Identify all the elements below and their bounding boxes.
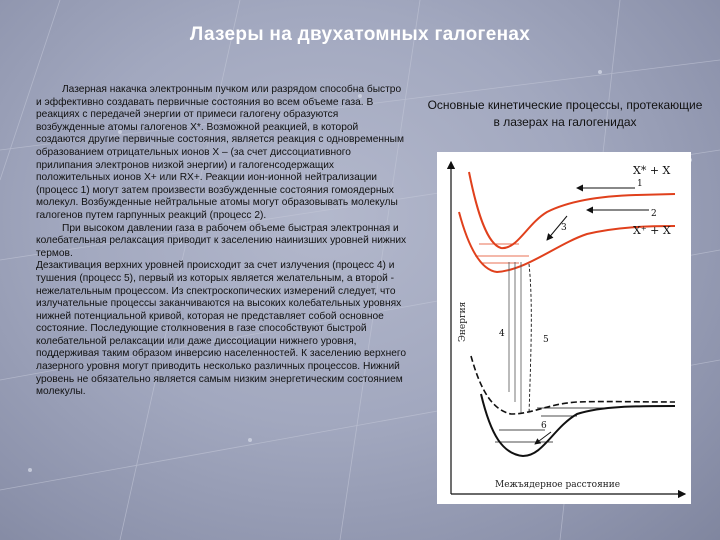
paragraph-3: Дезактивация верхних уровней происходит … — [36, 260, 407, 398]
asymptote-lower-label: X⁺ + X — [633, 224, 671, 237]
lower-vibrational-levels — [495, 407, 607, 443]
diagram-svg: Энергия Межъядерное расстояние X* + X X⁺… — [446, 160, 687, 499]
x-axis-label: Межъядерное расстояние — [495, 480, 620, 490]
process-5-arrow — [528, 263, 532, 415]
upper-vibrational-levels — [475, 243, 529, 264]
lower-curve-solid — [480, 393, 676, 458]
body-text: Лазерная накачка электронным пучком или … — [36, 84, 408, 399]
process-label-3: 3 — [561, 223, 567, 233]
diagram-caption: Основные кинетические процессы, протекаю… — [427, 98, 703, 129]
process-label-5: 5 — [543, 335, 549, 345]
process-label-2: 2 — [651, 209, 657, 219]
process-label-1: 1 — [637, 179, 643, 189]
asymptote-upper-label: X* + X — [633, 164, 671, 177]
potential-energy-diagram: Энергия Межъядерное расстояние X* + X X⁺… — [437, 152, 691, 504]
process-4-arrows — [508, 262, 522, 414]
upper-curve-1 — [468, 171, 676, 250]
slide-title: Лазеры на двухатомных галогенах — [189, 24, 531, 45]
paragraph-2: При высоком давлении газа в рабочем объе… — [36, 222, 407, 259]
y-axis-label: Энергия — [458, 301, 468, 342]
process-label-4: 4 — [499, 329, 505, 339]
paragraph-1: Лазерная накачка электронным пучком или … — [36, 84, 405, 221]
process-label-6: 6 — [541, 421, 547, 431]
